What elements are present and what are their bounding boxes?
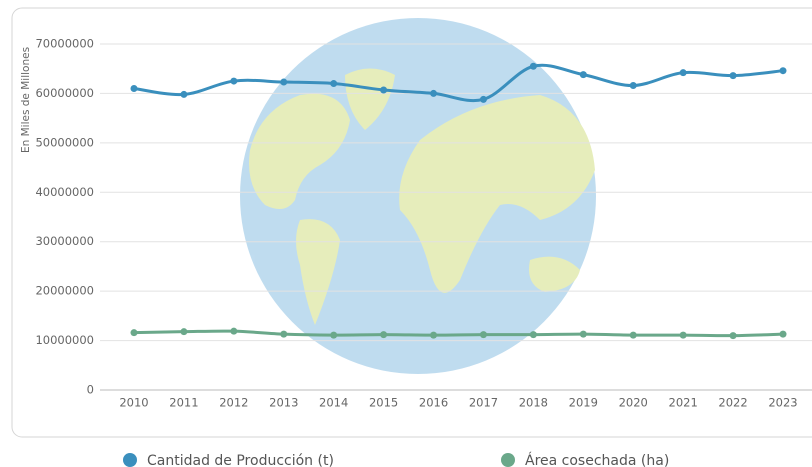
data-point [230, 327, 238, 335]
data-point [629, 82, 637, 90]
x-tick-label: 2013 [269, 396, 298, 410]
x-tick-label: 2011 [169, 396, 198, 410]
data-point [330, 331, 338, 339]
series-line [133, 63, 784, 103]
x-tick-label: 2022 [718, 396, 747, 410]
data-point [180, 328, 188, 336]
legend-swatch [123, 453, 137, 467]
data-point [130, 329, 138, 337]
x-tick-label: 2023 [768, 396, 797, 410]
data-point [280, 78, 288, 86]
data-point [579, 330, 587, 338]
y-tick-label: 70000000 [35, 37, 94, 51]
series-line [133, 329, 784, 338]
y-axis-label: En Miles de Millones [20, 47, 32, 153]
x-tick-label: 2010 [119, 396, 148, 410]
data-point [779, 67, 787, 75]
data-point [679, 331, 687, 339]
data-point [529, 331, 537, 339]
data-point [529, 62, 537, 70]
data-point [479, 95, 487, 103]
x-tick-label: 2020 [619, 396, 648, 410]
data-point [729, 72, 737, 80]
data-point [430, 89, 438, 97]
x-tick-label: 2019 [569, 396, 598, 410]
data-point [430, 331, 438, 339]
y-tick-label: 20000000 [35, 284, 94, 298]
x-tick-label: 2016 [419, 396, 448, 410]
legend-label: Cantidad de Producción (t) [147, 453, 334, 467]
data-point [380, 331, 388, 339]
y-tick-label: 0 [87, 383, 94, 397]
x-tick-label: 2014 [319, 396, 348, 410]
x-tick-label: 2021 [669, 396, 698, 410]
data-point [230, 77, 238, 85]
data-point [280, 330, 288, 338]
data-point [779, 330, 787, 338]
data-point [629, 331, 637, 339]
y-tick-label: 60000000 [35, 86, 94, 100]
data-point [180, 90, 188, 98]
data-point [729, 332, 737, 340]
y-tick-label: 30000000 [35, 234, 94, 248]
x-tick-label: 2015 [369, 396, 398, 410]
y-tick-label: 10000000 [35, 333, 94, 347]
legend-label: Área cosechada (ha) [525, 452, 669, 467]
data-point [130, 84, 138, 92]
globe [240, 18, 596, 374]
data-point [380, 86, 388, 94]
legend-swatch [501, 453, 515, 467]
data-point [679, 69, 687, 77]
data-point [479, 331, 487, 339]
data-point [579, 71, 587, 79]
y-tick-label: 40000000 [35, 185, 94, 199]
x-tick-label: 2018 [519, 396, 548, 410]
x-tick-label: 2017 [469, 396, 498, 410]
data-point [330, 80, 338, 88]
y-tick-label: 50000000 [35, 135, 94, 149]
x-tick-label: 2012 [219, 396, 248, 410]
